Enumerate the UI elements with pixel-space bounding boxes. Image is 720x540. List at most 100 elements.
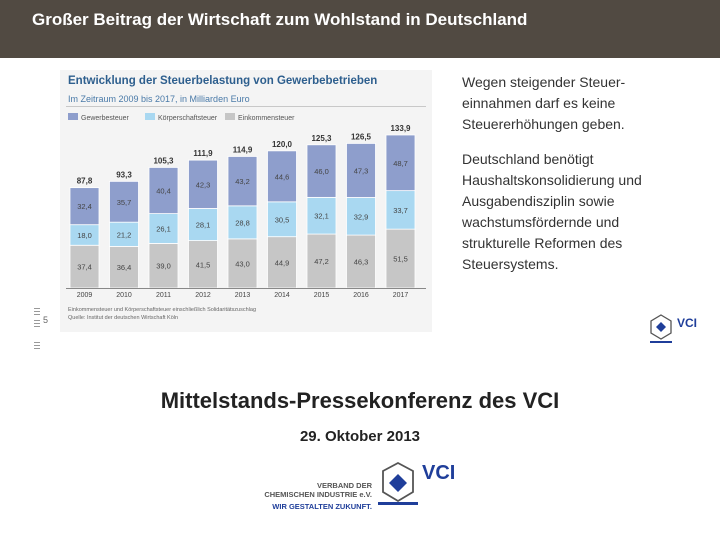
- conference-date: 29. Oktober 2013: [299, 428, 421, 445]
- hexagon-icon: [382, 461, 414, 503]
- right-paragraph-2: Deutschland benötigt Haushaltskonsolidie…: [462, 149, 710, 275]
- diamond-icon: [389, 474, 407, 492]
- text-line: Deutschland benötigt: [462, 151, 594, 167]
- side-mark: [34, 308, 40, 309]
- legend-swatch: [145, 113, 155, 120]
- x-tick-label: 2017: [393, 292, 409, 299]
- side-mark: [34, 326, 40, 327]
- x-tick-label: 2013: [235, 292, 251, 299]
- bar-koerperschaftsteuer: [306, 196, 337, 235]
- x-tick-label: 2011: [156, 292, 171, 299]
- bar-gewerbesteuer: [346, 143, 376, 198]
- bar-gewerbesteuer: [148, 167, 179, 215]
- stacked-bar-chart: Gewerbesteuer Körperschaftsteuer Einkommen…: [66, 106, 426, 299]
- bar-value-label: 44,6: [275, 172, 290, 181]
- bar-total-label: 120,0: [272, 140, 293, 149]
- bar-einkommensteuer: [69, 244, 100, 289]
- legend-label: Gewerbesteuer: [81, 115, 130, 122]
- bar-value-label: 33,7: [393, 206, 408, 215]
- bar-einkommensteuer: [227, 238, 258, 289]
- bar-gewerbesteuer: [109, 180, 139, 223]
- text-line: Steuersystems.: [462, 256, 559, 272]
- bar-total-label: 114,9: [233, 145, 253, 154]
- bar-einkommensteuer: [306, 233, 337, 289]
- header-bar: Großer Beitrag der Wirtschaft zum Wohlst…: [0, 0, 720, 58]
- side-mark: [34, 342, 40, 343]
- page-number: 5: [43, 315, 49, 325]
- bar-value-label: 21,2: [117, 230, 132, 239]
- bar-total-label: 111,9: [193, 149, 213, 158]
- bar-value-label: 18,0: [77, 231, 92, 240]
- chart-title: Entwicklung der Steuerbelastung von Gewe…: [68, 75, 378, 87]
- vci-tagline: WIR GESTALTEN ZUKUNFT.: [272, 502, 372, 511]
- bar-value-label: 46,0: [314, 167, 329, 176]
- side-mark: [34, 314, 40, 315]
- side-mark: [34, 311, 40, 312]
- side-marks: [34, 308, 40, 350]
- bar-value-label: 32,9: [354, 212, 369, 221]
- bar-value-label: 32,4: [77, 202, 92, 211]
- slide-title: Großer Beitrag der Wirtschaft zum Wohlst…: [32, 10, 528, 29]
- bar-value-label: 51,5: [393, 255, 408, 264]
- vci-logo: VCI: [378, 461, 455, 505]
- logo-bar: [650, 341, 672, 343]
- bar-value-label: 37,4: [77, 263, 92, 272]
- bar-total-label: 87,8: [77, 177, 93, 186]
- legend-label: Einkommensteuer: [238, 115, 295, 122]
- vci-small-logo: VCI: [650, 314, 697, 343]
- hexagon-icon: [650, 314, 672, 340]
- bar-koerperschaftsteuer: [148, 213, 179, 244]
- bar-total-label: 133,9: [390, 124, 411, 133]
- bar-value-label: 39,0: [156, 262, 171, 271]
- chart-note: Einkommensteuer und Körperschaftsteuer e…: [68, 307, 257, 313]
- bar-value-label: 47,3: [354, 166, 369, 175]
- legend-swatch: [68, 113, 78, 120]
- bar-gewerbesteuer: [267, 150, 297, 203]
- bar-value-label: 32,1: [314, 212, 329, 221]
- x-tick-label: 2015: [314, 292, 330, 299]
- vci-line-2: CHEMISCHEN INDUSTRIE e.V.: [264, 490, 372, 499]
- x-tick-label: 2009: [77, 292, 93, 299]
- bar-einkommensteuer: [267, 236, 297, 289]
- bar-value-label: 40,4: [156, 187, 171, 196]
- logo-bar: [378, 502, 418, 505]
- bar-gewerbesteuer: [227, 156, 258, 207]
- bar-gewerbesteuer: [385, 134, 416, 192]
- bar-value-label: 26,1: [156, 225, 171, 234]
- bar-koerperschaftsteuer: [267, 201, 297, 238]
- text-line: Haushaltskonsolidierung und: [462, 172, 642, 188]
- bar-value-label: 35,7: [117, 198, 132, 207]
- bar-value-label: 43,0: [235, 259, 250, 268]
- bar-gewerbesteuer: [69, 187, 100, 226]
- x-tick-label: 2016: [353, 292, 369, 299]
- text-line: Ausgabendisziplin sowie: [462, 193, 615, 209]
- text-line: einnahmen darf es keine: [462, 95, 616, 111]
- side-mark: [34, 345, 40, 346]
- bar-value-label: 47,2: [314, 257, 329, 266]
- side-mark: [34, 323, 40, 324]
- bar-value-label: 28,8: [235, 218, 250, 227]
- vci-line-1: VERBAND DER: [316, 481, 372, 490]
- x-axis: [66, 288, 426, 289]
- diamond-icon: [656, 322, 666, 332]
- chart-divider: [66, 106, 426, 107]
- bar-einkommensteuer: [385, 228, 416, 289]
- text-line: strukturelle Reformen des: [462, 235, 623, 251]
- x-tick-label: 2014: [274, 292, 290, 299]
- bar-koerperschaftsteuer: [109, 221, 139, 247]
- bar-koerperschaftsteuer: [346, 197, 376, 236]
- text-line: Wegen steigender Steuer-: [462, 74, 626, 90]
- bar-value-label: 41,5: [196, 260, 211, 269]
- vci-logo-text: VCI: [422, 462, 455, 484]
- right-paragraph-1: Wegen steigender Steuer- einnahmen darf …: [462, 72, 710, 135]
- bar-einkommensteuer: [109, 245, 139, 289]
- bar-total-label: 126,5: [351, 132, 372, 141]
- bar-value-label: 36,4: [117, 263, 132, 272]
- legend-swatch: [225, 113, 235, 120]
- side-mark: [34, 320, 40, 321]
- chart-panel: Gewerbesteuer Körperschaftsteuer Einkommen…: [60, 70, 432, 332]
- bar-gewerbesteuer: [188, 159, 218, 209]
- chart-subtitle: Im Zeitraum 2009 bis 2017, in Milliarden…: [68, 94, 250, 104]
- bar-value-label: 30,5: [275, 215, 290, 224]
- bar-value-label: 48,7: [393, 159, 408, 168]
